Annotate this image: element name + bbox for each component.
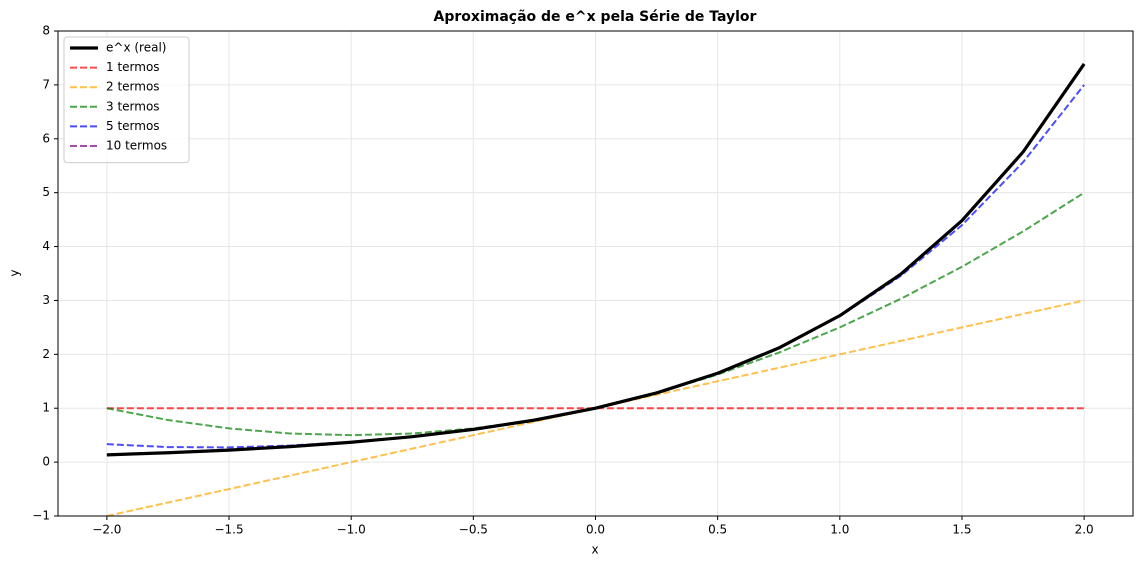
- legend-label: 10 termos: [106, 139, 167, 153]
- y-tick-label: 8: [42, 24, 50, 38]
- y-tick-label: 5: [42, 185, 50, 199]
- y-tick-label: −1: [32, 509, 50, 523]
- x-tick-label: −1.5: [214, 523, 243, 537]
- y-tick-label: 3: [42, 293, 50, 307]
- legend-label: 2 termos: [106, 80, 160, 94]
- x-tick-label: −2.0: [92, 523, 121, 537]
- y-tick-label: 4: [42, 239, 50, 253]
- x-tick-label: 1.0: [830, 523, 849, 537]
- x-tick-label: −0.5: [459, 523, 488, 537]
- y-tick-label: 2: [42, 347, 50, 361]
- legend-label: 1 termos: [106, 60, 160, 74]
- x-tick-label: 2.0: [1075, 523, 1094, 537]
- y-tick-label: 0: [42, 455, 50, 469]
- x-tick-label: 1.5: [952, 523, 971, 537]
- plot-frame: [57, 30, 1134, 517]
- y-tick-label: 1: [42, 401, 50, 415]
- x-tick-label: 0.5: [708, 523, 727, 537]
- x-tick-label: −1.0: [337, 523, 366, 537]
- chart-title: Aproximação de e^x pela Série de Taylor: [434, 9, 757, 25]
- legend-label: e^x (real): [106, 41, 166, 55]
- y-tick-label: 6: [42, 131, 50, 145]
- x-axis-label: x: [591, 543, 598, 557]
- series-line: [106, 63, 1086, 457]
- x-tick-label: 0.0: [586, 523, 605, 537]
- y-axis-label: y: [8, 269, 22, 276]
- legend-label: 5 termos: [106, 119, 160, 133]
- legend-label: 3 termos: [106, 99, 160, 113]
- y-tick-label: 7: [42, 77, 50, 91]
